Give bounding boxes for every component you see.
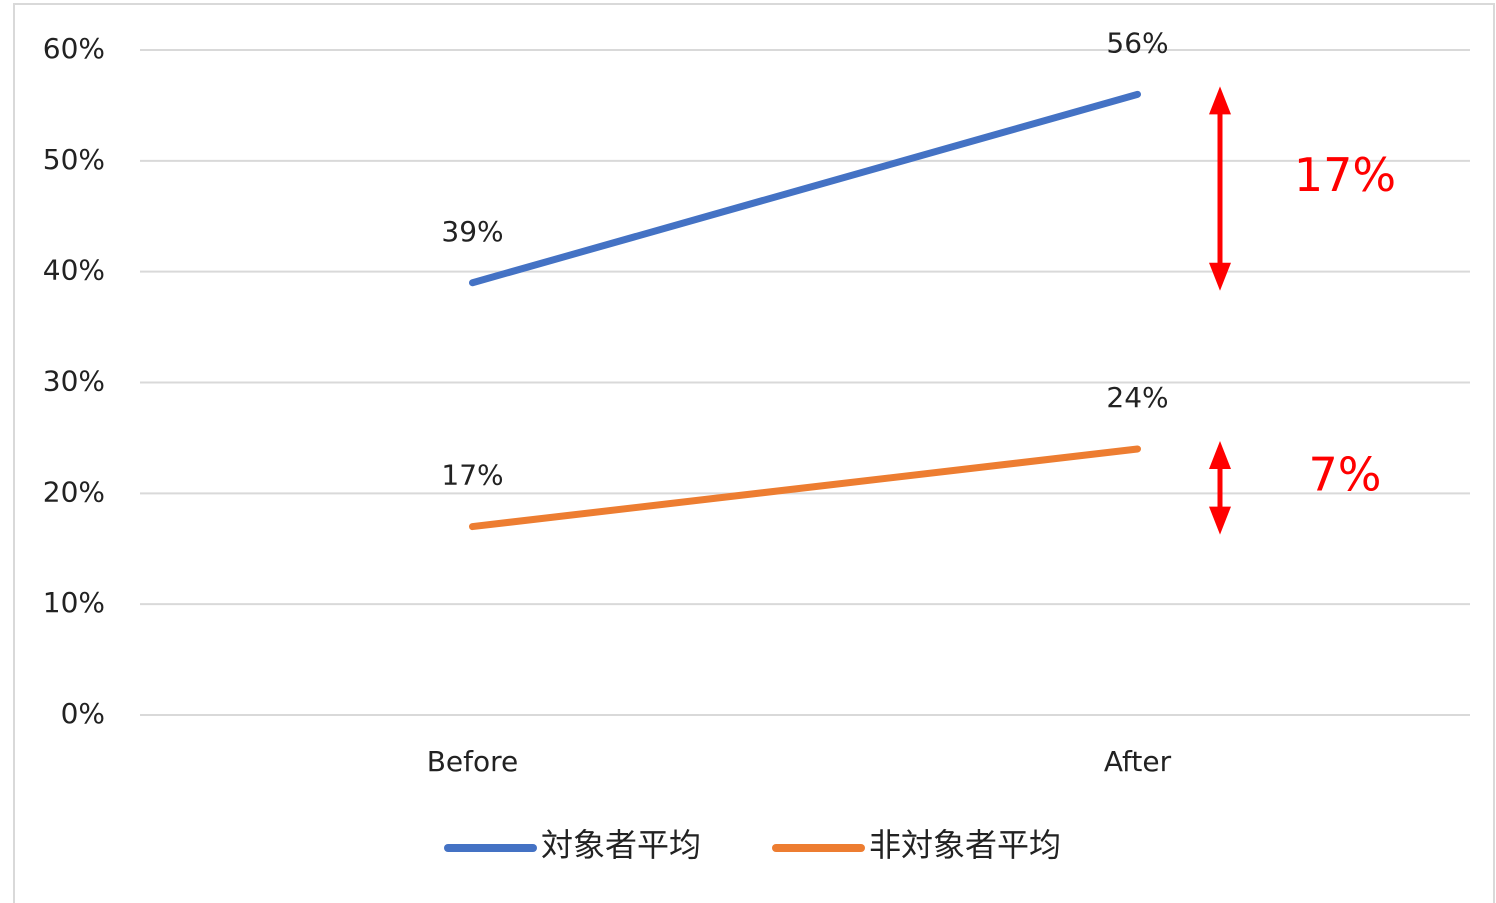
- y-tick-label: 10%: [43, 586, 105, 619]
- y-tick-label: 40%: [43, 254, 105, 287]
- arrow-head: [1209, 441, 1231, 469]
- x-tick-label: After: [1104, 745, 1172, 778]
- data-label: 56%: [1106, 26, 1168, 59]
- y-tick-label: 50%: [43, 143, 105, 176]
- arrow-head: [1209, 262, 1231, 291]
- data-label: 39%: [441, 215, 503, 248]
- arrow-head: [1209, 506, 1231, 535]
- x-tick-label: Before: [427, 745, 519, 778]
- y-tick-label: 30%: [43, 365, 105, 398]
- annotation: 17%: [1294, 148, 1396, 202]
- y-tick-label: 60%: [43, 32, 105, 65]
- data-label: 17%: [441, 459, 503, 492]
- y-tick-label: 0%: [61, 697, 105, 730]
- series-line: [469, 90, 1141, 287]
- y-tick-label: 20%: [43, 475, 105, 508]
- chart-border: [13, 3, 1495, 903]
- arrow-head: [1209, 86, 1231, 115]
- series-line: [469, 445, 1141, 531]
- legend-label: 対象者平均: [541, 826, 701, 864]
- data-label: 24%: [1106, 381, 1168, 414]
- legend-label: 非対象者平均: [869, 826, 1061, 864]
- annotation: 7%: [1309, 447, 1382, 501]
